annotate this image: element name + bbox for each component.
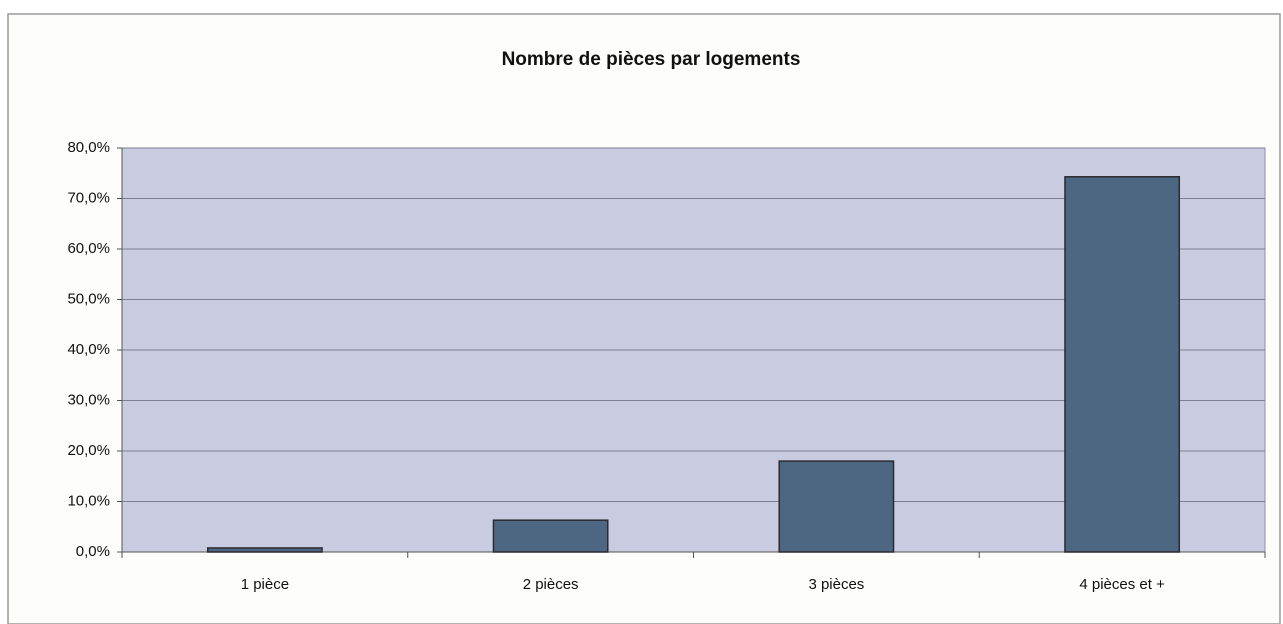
y-tick-label: 20,0%	[67, 442, 110, 459]
y-tick-label: 70,0%	[67, 189, 110, 206]
y-tick-label: 10,0%	[67, 492, 110, 509]
y-tick-label: 80,0%	[67, 139, 110, 156]
bar	[206, 547, 323, 553]
y-tick-label: 50,0%	[67, 290, 110, 307]
y-tick-label: 0,0%	[76, 543, 110, 560]
x-tick-label: 4 pièces et +	[1079, 576, 1165, 593]
y-tick-label: 60,0%	[67, 240, 110, 257]
y-tick-label: 40,0%	[67, 341, 110, 358]
x-tick-label: 1 pièce	[241, 576, 289, 593]
y-tick-label: 30,0%	[67, 391, 110, 408]
bar	[778, 460, 895, 553]
bar	[492, 519, 609, 553]
x-tick-label: 3 pièces	[808, 576, 864, 593]
chart-title: Nombre de pièces par logements	[502, 49, 801, 70]
bar	[1064, 176, 1181, 553]
x-tick-label: 2 pièces	[523, 576, 579, 593]
